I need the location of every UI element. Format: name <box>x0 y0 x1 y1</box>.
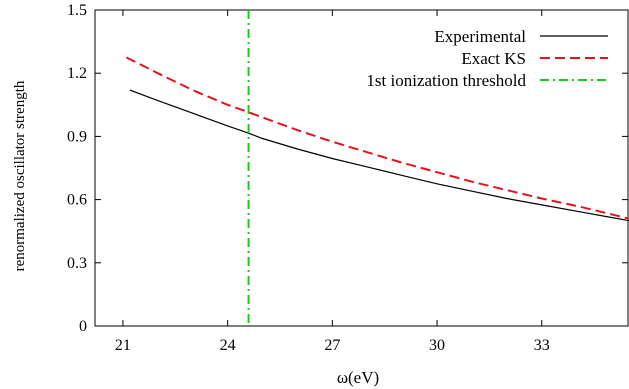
series-line-experimental <box>129 89 629 222</box>
plot-frame-group <box>94 9 629 327</box>
legend: Experimental Exact KS 1st ionization thres… <box>366 27 608 90</box>
y-tick-label: 1.5 <box>67 2 87 19</box>
x-tick-label: 21 <box>115 337 131 354</box>
x-tick-label: 30 <box>429 337 445 354</box>
plot-frame <box>94 9 629 327</box>
y-tick-label: 0.9 <box>67 128 87 145</box>
ticks-group: 21 24 27 30 33 0 0.3 0.6 0.9 1.2 1.5 <box>67 2 628 354</box>
legend-label: Exact KS <box>461 49 526 68</box>
x-tick-label: 24 <box>220 337 236 354</box>
legend-label: Experimental <box>434 27 526 46</box>
y-axis-label: renormalized oscillator strength <box>12 80 28 271</box>
y-tick-label: 0 <box>79 318 87 335</box>
y-tick-label: 0.3 <box>67 255 87 272</box>
series-group <box>125 10 629 326</box>
x-tick-label: 27 <box>324 337 340 354</box>
y-tick-label: 1.2 <box>67 65 87 82</box>
x-tick-label: 33 <box>534 337 550 354</box>
series-line-exact-ks <box>125 56 629 220</box>
legend-label: 1st ionization threshold <box>366 71 526 90</box>
x-axis-label: ω(eV) <box>337 368 379 387</box>
y-tick-label: 0.6 <box>67 192 87 209</box>
